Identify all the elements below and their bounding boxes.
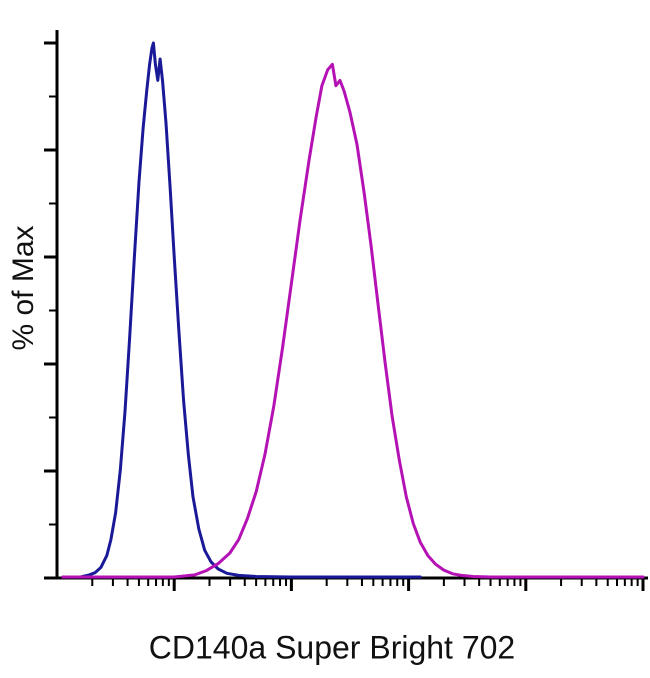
magenta-histogram-curve [61, 62, 645, 579]
blue-histogram-curve [61, 41, 422, 579]
y-axis-label: % of Max [7, 225, 40, 351]
x-axis-label: CD140a Super Bright 702 [148, 629, 516, 666]
